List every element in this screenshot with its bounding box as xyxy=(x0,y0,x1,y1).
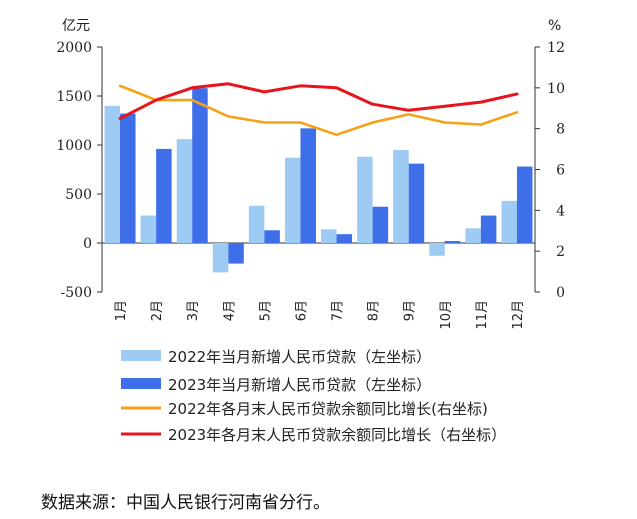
labels-layer: 2000 1500 1000 500 0 -500 12 10 8 6 4 2 0 亿元 % 1月 2月 3月 4月… xyxy=(56,18,565,330)
legend-label-3: 2022年各月末人民币贷款余额同比增长(右坐标) xyxy=(168,400,488,418)
x-label-8: 8月 xyxy=(367,300,382,321)
bar-2023-6 xyxy=(300,128,316,243)
bar-2022-5 xyxy=(248,205,265,243)
left-tick-label: 2000 xyxy=(56,40,92,56)
right-tick-label: 8 xyxy=(556,122,565,138)
x-label-10: 10月 xyxy=(439,300,454,330)
bar-2022-10 xyxy=(429,243,445,256)
right-tick-label: 12 xyxy=(547,40,565,56)
legend: 2022年当月新增人民币贷款（左坐标） 2023年当月新增人民币贷款（左坐标） 20… xyxy=(121,348,506,444)
left-tick-label: 1000 xyxy=(56,138,92,154)
x-label-9: 9月 xyxy=(403,300,418,321)
bar-2022-11 xyxy=(465,228,481,243)
bar-2023-2 xyxy=(156,148,172,243)
legend-label-2: 2023年当月新增人民币贷款（左坐标） xyxy=(168,376,431,394)
bar-2022-12 xyxy=(501,200,517,243)
bar-2022-2 xyxy=(140,215,157,243)
bar-2022-6 xyxy=(284,157,301,243)
bar-2023-7 xyxy=(336,234,353,243)
x-label-7: 7月 xyxy=(331,300,346,321)
right-tick-label: 0 xyxy=(556,285,565,301)
bar-2023-4 xyxy=(228,243,244,264)
bar-2023-12 xyxy=(516,166,533,243)
lines-layer xyxy=(118,82,519,137)
x-label-5: 5月 xyxy=(258,300,273,321)
right-tick-label: 4 xyxy=(556,203,565,219)
bar-2023-1 xyxy=(120,113,136,243)
bar-2022-3 xyxy=(176,139,193,243)
legend-swatch-1 xyxy=(121,350,161,361)
bars-layer xyxy=(104,88,533,273)
bar-2022-8 xyxy=(357,156,373,243)
left-unit-label: 亿元 xyxy=(62,18,90,34)
line-series-2023 xyxy=(118,82,519,120)
bar-2023-5 xyxy=(264,230,280,243)
x-label-4: 4月 xyxy=(222,300,237,321)
bar-2022-1 xyxy=(104,105,121,243)
legend-swatch-2 xyxy=(121,378,161,389)
legend-label-1: 2022年当月新增人民币贷款（左坐标） xyxy=(168,348,431,366)
right-unit-label: % xyxy=(548,18,561,34)
bar-2022-9 xyxy=(393,149,409,243)
right-tick-label: 2 xyxy=(556,244,565,260)
bar-2023-9 xyxy=(408,163,425,243)
right-tick-label: 6 xyxy=(556,163,565,179)
left-tick-label: -500 xyxy=(61,285,92,301)
x-label-11: 11月 xyxy=(475,300,490,330)
x-label-1: 1月 xyxy=(114,300,129,321)
axes-layer xyxy=(97,46,540,293)
x-label-12: 12月 xyxy=(511,300,526,330)
left-tick-label: 500 xyxy=(65,187,92,203)
bar-2022-7 xyxy=(321,229,337,243)
bar-2023-10 xyxy=(444,241,461,243)
legend-label-4: 2023年各月末人民币贷款余额同比增长（右坐标） xyxy=(168,426,506,444)
left-tick-label: 1500 xyxy=(56,89,92,105)
x-label-3: 3月 xyxy=(186,300,201,321)
source-note: 数据来源：中国人民银行河南省分行。 xyxy=(41,493,330,513)
x-label-6: 6月 xyxy=(294,300,309,321)
line-series-2022 xyxy=(118,84,519,137)
bar-2023-3 xyxy=(192,88,208,243)
x-label-2: 2月 xyxy=(150,300,165,321)
bar-2023-8 xyxy=(372,206,389,243)
left-tick-label: 0 xyxy=(83,236,92,252)
right-tick-label: 10 xyxy=(547,81,565,97)
bar-2022-4 xyxy=(212,243,229,273)
bar-2023-11 xyxy=(480,215,497,243)
